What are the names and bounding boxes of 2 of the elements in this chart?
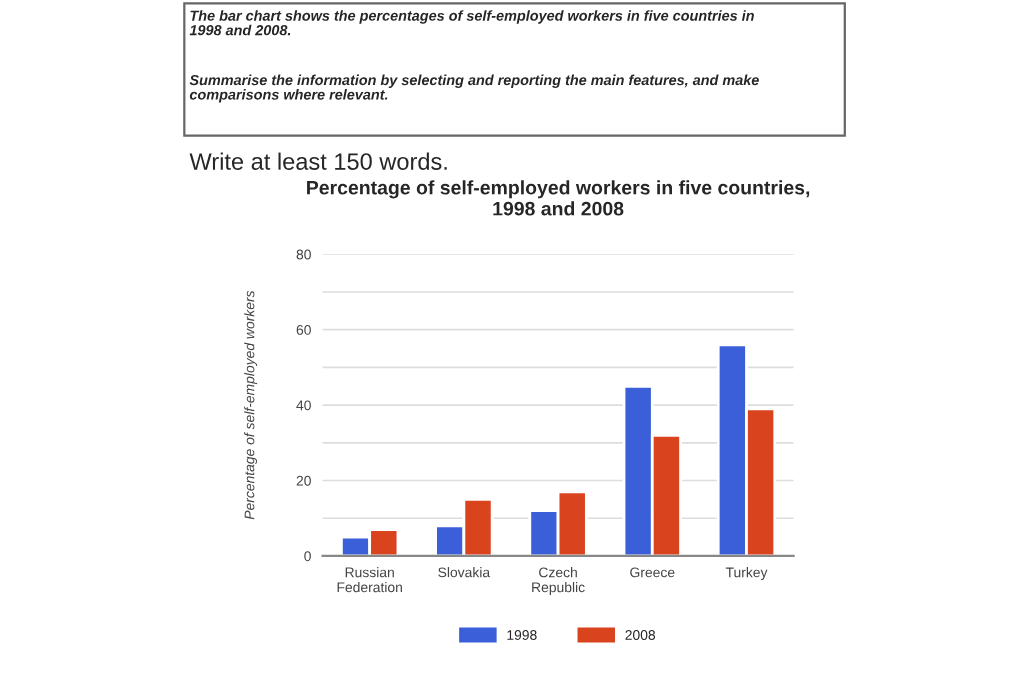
chart-title: Percentage of self-employed workers in five countries, 1998 and 2008 <box>307 180 810 216</box>
text: Write at least 150 words. <box>189 152 447 170</box>
